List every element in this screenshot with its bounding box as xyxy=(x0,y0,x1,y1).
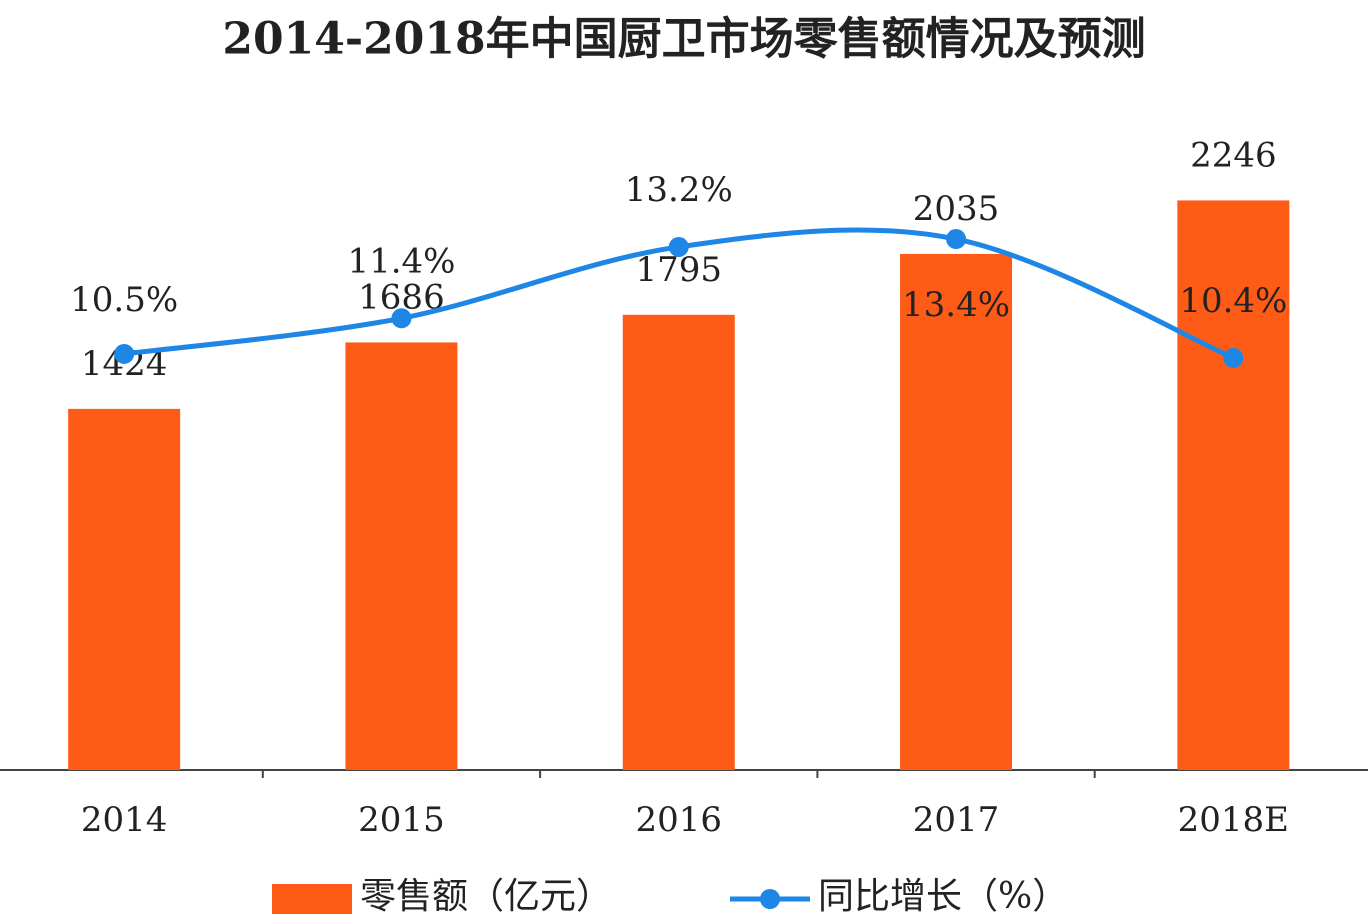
bar xyxy=(900,253,1013,770)
x-tick-label: 2016 xyxy=(635,800,722,840)
line-value-label: 11.4% xyxy=(347,241,455,281)
line-value-label: 10.5% xyxy=(70,280,178,320)
line-point xyxy=(391,308,412,329)
line-point xyxy=(946,229,967,250)
x-tick-label: 2018E xyxy=(1178,800,1289,840)
line-point xyxy=(114,343,135,364)
bar-value-label: 2035 xyxy=(913,189,1000,229)
bar xyxy=(622,314,735,770)
bar xyxy=(68,408,181,770)
bar xyxy=(1177,200,1290,770)
x-tick-label: 2015 xyxy=(358,800,445,840)
bar xyxy=(345,342,458,770)
line-value-label: 13.4% xyxy=(902,285,1010,325)
line-value-label: 10.4% xyxy=(1179,281,1287,321)
legend-swatch xyxy=(272,884,352,914)
legend-label: 同比增长（%） xyxy=(818,876,1068,917)
line-point xyxy=(1223,347,1244,368)
legend-label: 零售额（亿元） xyxy=(360,876,612,917)
x-tick-label: 2014 xyxy=(81,800,168,840)
x-tick-label: 2017 xyxy=(913,800,1000,840)
line-value-label: 13.2% xyxy=(625,170,733,210)
line-point xyxy=(668,236,689,257)
bar-value-label: 2246 xyxy=(1190,135,1277,175)
legend-swatch xyxy=(760,889,780,909)
chart-title: 2014-2018年中国厨卫市场零售额情况及预测 xyxy=(222,14,1145,65)
